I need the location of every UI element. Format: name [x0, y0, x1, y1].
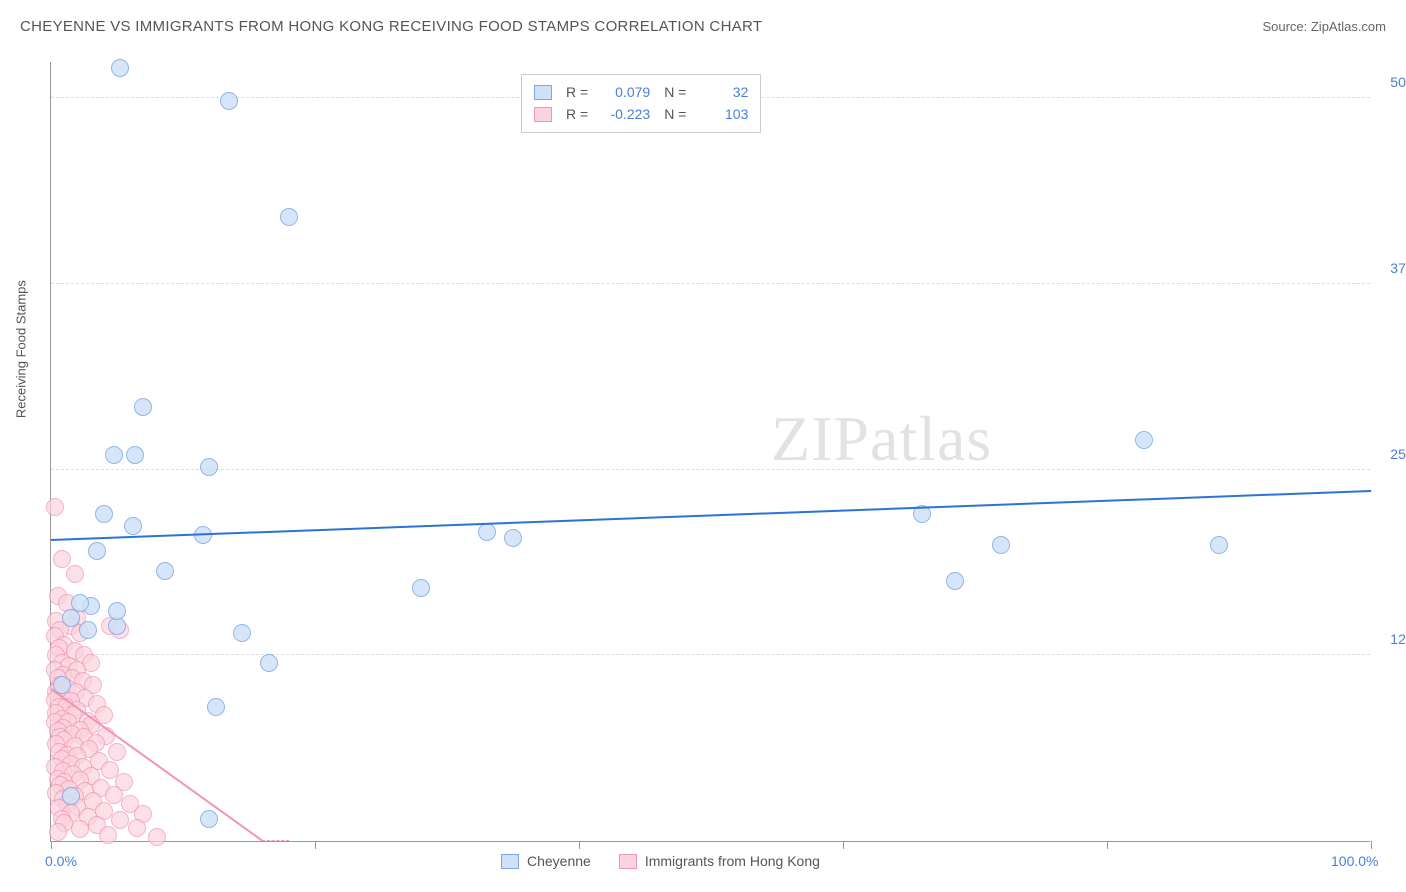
data-point	[126, 446, 144, 464]
data-point	[992, 536, 1010, 554]
data-point	[46, 498, 64, 516]
data-point	[62, 787, 80, 805]
x-tick	[1371, 841, 1372, 849]
source-link[interactable]: ZipAtlas.com	[1311, 19, 1386, 34]
data-point	[108, 602, 126, 620]
gridline	[51, 469, 1370, 470]
data-point	[260, 654, 278, 672]
x-tick	[1107, 841, 1108, 849]
data-point	[200, 810, 218, 828]
data-point	[946, 572, 964, 590]
x-tick-label: 100.0%	[1331, 853, 1378, 869]
x-tick-label: 0.0%	[45, 853, 77, 869]
legend-label: Immigrants from Hong Kong	[645, 853, 820, 869]
data-point	[99, 826, 117, 844]
data-point	[88, 542, 106, 560]
data-point	[412, 579, 430, 597]
legend-item: Cheyenne	[501, 853, 591, 869]
data-point	[207, 698, 225, 716]
data-point	[128, 819, 146, 837]
stats-legend-row: R = -0.223 N = 103	[534, 103, 748, 125]
data-point	[71, 594, 89, 612]
stat-r-value: -0.223	[602, 103, 650, 125]
data-point	[66, 565, 84, 583]
stat-r-value: 0.079	[602, 81, 650, 103]
data-point	[71, 820, 89, 838]
data-point	[79, 621, 97, 639]
data-point	[111, 59, 129, 77]
data-point	[280, 208, 298, 226]
data-point	[134, 398, 152, 416]
x-tick	[843, 841, 844, 849]
x-tick	[579, 841, 580, 849]
stat-n-value: 103	[700, 103, 748, 125]
legend-swatch	[534, 107, 552, 122]
x-tick	[315, 841, 316, 849]
gridline	[51, 654, 1370, 655]
data-point	[478, 523, 496, 541]
data-point	[156, 562, 174, 580]
y-tick-label: 25.0%	[1375, 446, 1406, 462]
source-attribution: Source: ZipAtlas.com	[1262, 19, 1386, 34]
legend-swatch	[501, 854, 519, 869]
y-tick-label: 37.5%	[1375, 260, 1406, 276]
stat-n-value: 32	[700, 81, 748, 103]
data-point	[108, 743, 126, 761]
data-point	[233, 624, 251, 642]
y-tick-label: 50.0%	[1375, 74, 1406, 90]
legend-label: Cheyenne	[527, 853, 591, 869]
x-tick	[51, 841, 52, 849]
data-point	[220, 92, 238, 110]
data-point	[111, 811, 129, 829]
legend-item: Immigrants from Hong Kong	[619, 853, 820, 869]
stat-r-label: R =	[566, 103, 588, 125]
correlation-scatter-chart: Receiving Food Stamps ZIPatlas 12.5%25.0…	[50, 50, 1390, 840]
stat-n-label: N =	[664, 103, 686, 125]
y-tick-label: 12.5%	[1375, 631, 1406, 647]
watermark-logo: ZIPatlas	[771, 402, 992, 476]
chart-title: CHEYENNE VS IMMIGRANTS FROM HONG KONG RE…	[20, 18, 762, 35]
data-point	[504, 529, 522, 547]
legend-swatch	[534, 85, 552, 100]
data-point	[124, 517, 142, 535]
stats-legend-row: R = 0.079 N = 32	[534, 81, 748, 103]
data-point	[53, 550, 71, 568]
stat-r-label: R =	[566, 81, 588, 103]
data-point	[1210, 536, 1228, 554]
series-legend: Cheyenne Immigrants from Hong Kong	[501, 853, 820, 869]
chart-header: CHEYENNE VS IMMIGRANTS FROM HONG KONG RE…	[0, 0, 1406, 45]
data-point	[1135, 431, 1153, 449]
gridline	[51, 283, 1370, 284]
stats-legend: R = 0.079 N = 32 R = -0.223 N = 103	[521, 74, 761, 133]
stat-n-label: N =	[664, 81, 686, 103]
trend-line	[51, 490, 1371, 541]
data-point	[95, 505, 113, 523]
trend-line	[262, 840, 288, 841]
data-point	[49, 823, 67, 841]
data-point	[148, 828, 166, 846]
data-point	[200, 458, 218, 476]
plot-area: Receiving Food Stamps ZIPatlas 12.5%25.0…	[50, 62, 1370, 842]
data-point	[105, 446, 123, 464]
y-axis-label: Receiving Food Stamps	[14, 280, 29, 418]
legend-swatch	[619, 854, 637, 869]
